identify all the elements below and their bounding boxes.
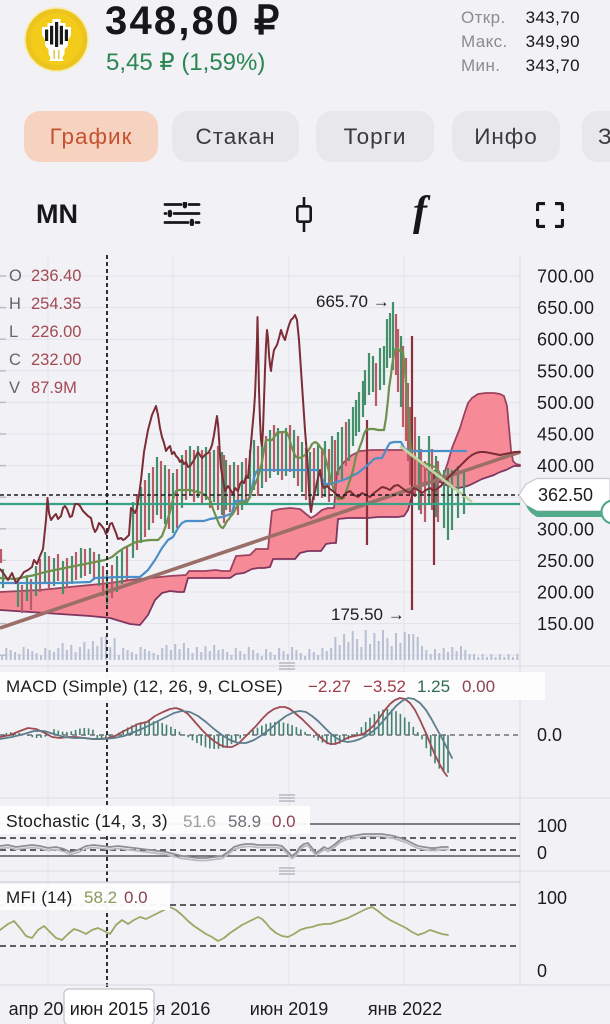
svg-text:C: C <box>9 351 21 369</box>
svg-text:650.00: 650.00 <box>537 298 594 318</box>
svg-text:500.00: 500.00 <box>537 393 594 413</box>
svg-text:226.00: 226.00 <box>31 323 81 341</box>
svg-text:236.40: 236.40 <box>31 267 81 285</box>
svg-text:1.25: 1.25 <box>417 677 450 696</box>
svg-text:V: V <box>9 379 20 397</box>
svg-text:250.00: 250.00 <box>537 551 594 571</box>
svg-text:0: 0 <box>537 961 547 981</box>
svg-text:232.00: 232.00 <box>31 351 81 369</box>
svg-text:254.35: 254.35 <box>31 295 81 313</box>
svg-text:175.50 →: 175.50 → <box>331 605 405 624</box>
svg-text:H: H <box>9 295 21 313</box>
svg-text:MACD (Simple) (12, 26, 9, CLOS: MACD (Simple) (12, 26, 9, CLOSE) <box>6 677 283 696</box>
svg-text:362.50: 362.50 <box>538 485 593 505</box>
svg-text:51.6: 51.6 <box>183 812 216 831</box>
svg-text:O: O <box>9 267 22 285</box>
svg-text:100: 100 <box>537 888 567 908</box>
svg-text:0: 0 <box>537 843 547 863</box>
svg-text:100: 100 <box>537 816 567 836</box>
svg-text:MFI (14): MFI (14) <box>6 888 73 907</box>
svg-text:−2.27: −2.27 <box>308 677 351 696</box>
svg-text:Stochastic (14, 3, 3): Stochastic (14, 3, 3) <box>6 811 168 831</box>
svg-text:0.0: 0.0 <box>272 812 296 831</box>
svg-text:58.2: 58.2 <box>84 888 117 907</box>
svg-text:400.00: 400.00 <box>537 456 594 476</box>
svg-text:L: L <box>9 323 18 341</box>
svg-text:0.0: 0.0 <box>124 888 148 907</box>
svg-text:300.00: 300.00 <box>537 519 594 539</box>
svg-text:−3.52: −3.52 <box>363 677 406 696</box>
svg-text:0.00: 0.00 <box>462 677 495 696</box>
svg-text:600.00: 600.00 <box>537 330 594 350</box>
svg-text:58.9: 58.9 <box>228 812 261 831</box>
svg-text:87.9M: 87.9M <box>31 379 77 397</box>
svg-text:150.00: 150.00 <box>537 614 594 634</box>
svg-text:550.00: 550.00 <box>537 361 594 381</box>
svg-text:янв 2022: янв 2022 <box>368 999 442 1019</box>
svg-text:450.00: 450.00 <box>537 425 594 445</box>
svg-text:0.0: 0.0 <box>537 725 562 745</box>
svg-text:200.00: 200.00 <box>537 583 594 603</box>
svg-text:июн 2019: июн 2019 <box>250 999 329 1019</box>
svg-text:665.70 →: 665.70 → <box>316 292 390 311</box>
svg-text:700.00: 700.00 <box>537 267 594 287</box>
svg-text:июн 2015: июн 2015 <box>70 999 149 1019</box>
